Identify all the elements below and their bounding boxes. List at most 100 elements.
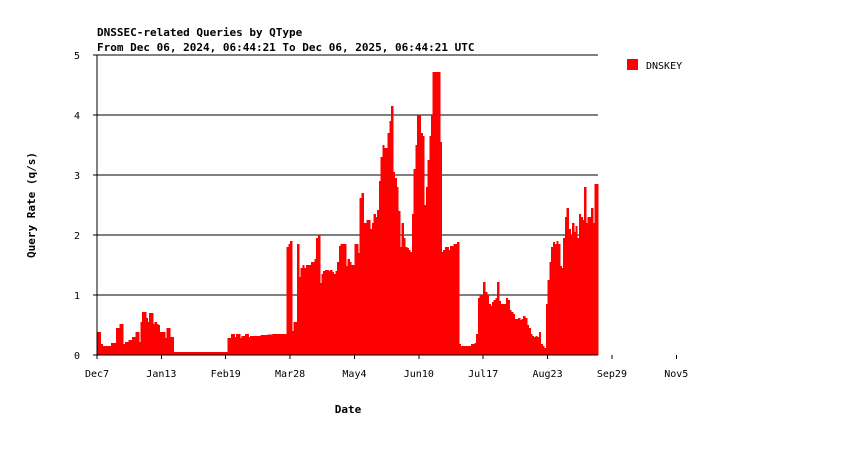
bar xyxy=(314,259,317,355)
bar xyxy=(561,268,564,355)
bar xyxy=(300,268,303,355)
bar xyxy=(422,136,425,355)
bar xyxy=(450,245,453,355)
bar xyxy=(229,338,232,355)
bar xyxy=(392,172,396,355)
bar xyxy=(356,244,359,355)
bar xyxy=(523,316,526,355)
bar xyxy=(217,352,220,355)
bar xyxy=(291,331,295,355)
bar xyxy=(580,217,583,355)
bar xyxy=(143,311,147,355)
bar xyxy=(584,187,587,355)
x-tick-label: May4 xyxy=(342,369,366,380)
bar xyxy=(455,244,458,355)
bar xyxy=(552,242,556,355)
x-tick-label: Aug23 xyxy=(532,369,562,380)
bar xyxy=(310,262,314,355)
bar xyxy=(432,71,436,356)
bar xyxy=(246,334,249,355)
bar xyxy=(429,136,432,355)
bar xyxy=(102,346,105,355)
bar xyxy=(399,247,403,355)
y-tick-label: 3 xyxy=(74,171,80,182)
bar xyxy=(201,352,204,355)
bar xyxy=(225,352,229,355)
bar xyxy=(270,334,274,355)
bar xyxy=(420,133,423,355)
bar xyxy=(152,323,156,355)
bar xyxy=(364,223,368,355)
bar xyxy=(446,247,449,355)
bar xyxy=(354,244,357,355)
bar xyxy=(427,160,430,355)
bar xyxy=(196,352,199,355)
bar xyxy=(535,335,538,355)
bar xyxy=(149,313,152,355)
x-tick-label: Jul17 xyxy=(468,369,498,380)
bar xyxy=(208,352,211,355)
bar xyxy=(436,71,439,356)
bar xyxy=(239,338,242,355)
bar xyxy=(418,115,422,355)
bar xyxy=(340,244,343,355)
bar xyxy=(157,325,161,355)
bar xyxy=(170,337,173,355)
bar xyxy=(227,338,230,355)
x-tick-label: Mar28 xyxy=(275,369,305,380)
bar xyxy=(124,341,128,355)
axes xyxy=(96,55,598,356)
bar xyxy=(137,332,140,355)
bar xyxy=(382,145,385,355)
bar xyxy=(557,244,561,355)
bar xyxy=(408,250,411,355)
bar xyxy=(542,346,545,355)
bar xyxy=(204,352,208,355)
bar xyxy=(467,346,470,355)
bar xyxy=(361,193,364,355)
bar xyxy=(549,262,552,355)
bar xyxy=(312,262,316,355)
bar xyxy=(342,244,345,355)
bar xyxy=(177,352,180,355)
bar xyxy=(326,269,329,355)
bar xyxy=(138,341,142,355)
bar xyxy=(258,335,262,355)
bar xyxy=(123,344,126,355)
bar xyxy=(220,352,223,355)
x-tick-label: Jun10 xyxy=(404,369,434,380)
bar xyxy=(363,223,366,355)
bar xyxy=(578,214,582,355)
bar xyxy=(274,334,277,355)
bar xyxy=(434,71,437,356)
bar xyxy=(540,344,543,355)
bar xyxy=(98,332,102,355)
bar xyxy=(119,323,122,355)
bar xyxy=(182,352,185,355)
bar xyxy=(319,283,323,355)
bar xyxy=(218,352,222,355)
bar xyxy=(142,311,145,355)
bar xyxy=(267,334,270,355)
bar xyxy=(424,205,427,355)
bar xyxy=(406,248,409,355)
bar xyxy=(592,223,596,355)
bar xyxy=(556,241,559,355)
bar xyxy=(338,245,342,355)
bar xyxy=(495,298,498,355)
bar xyxy=(286,247,289,355)
bar xyxy=(350,265,354,355)
bar xyxy=(378,181,382,355)
bar xyxy=(491,302,495,355)
bar xyxy=(297,244,300,355)
bar xyxy=(547,280,550,355)
bar xyxy=(479,295,483,355)
bar xyxy=(130,340,133,355)
bar xyxy=(359,197,363,355)
y-tick-label: 0 xyxy=(74,351,80,362)
bar xyxy=(284,334,288,355)
bar xyxy=(304,268,307,355)
bar xyxy=(185,352,189,355)
bar xyxy=(328,271,331,355)
bar xyxy=(255,335,258,355)
